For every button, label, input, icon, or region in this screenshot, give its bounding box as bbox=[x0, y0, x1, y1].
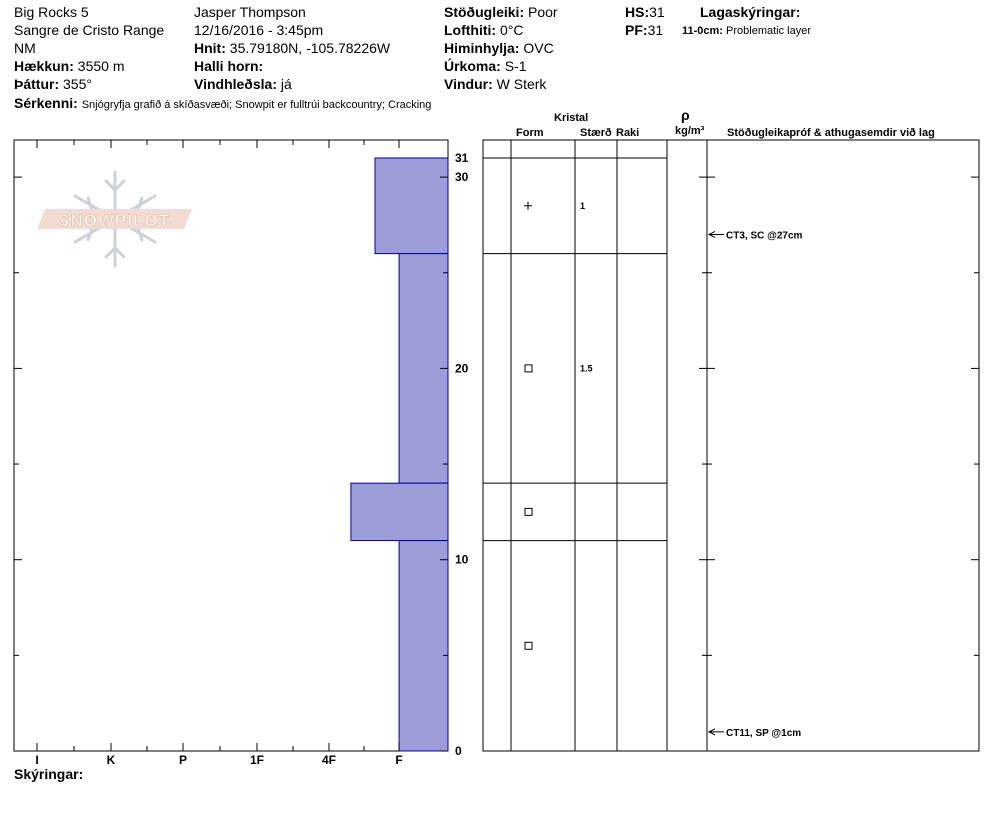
site-features: Sérkenni: Snjógryfja grafið á skíðasvæði… bbox=[14, 95, 431, 114]
form-header: Form bbox=[516, 127, 544, 139]
precip-value: S-1 bbox=[504, 58, 527, 74]
depth-tick-label: 10 bbox=[455, 553, 469, 567]
density-symbol: ρ bbox=[681, 107, 690, 123]
location-name: Big Rocks 5 bbox=[14, 4, 89, 20]
features-label: Sérkenni: bbox=[14, 95, 78, 111]
hardness-tick-label: P bbox=[179, 753, 187, 767]
precip-label: Úrkoma: bbox=[444, 58, 501, 74]
layer-bar bbox=[374, 157, 449, 255]
logo-text: SNOWPILOT bbox=[58, 211, 170, 230]
snowpilot-logo: SNOWPILOT bbox=[37, 170, 192, 268]
wind-loading: Vindhleðsla: já bbox=[194, 76, 292, 93]
sky-value: OVC bbox=[523, 40, 554, 56]
layer-notes-label: Lagaskýringar: bbox=[700, 4, 801, 20]
slope-label: Halli horn: bbox=[194, 58, 264, 74]
air-temperature: Lofthiti: 0°C bbox=[444, 22, 523, 39]
air-temp-label: Lofthiti: bbox=[444, 22, 497, 38]
depth-top-label: 31 bbox=[455, 151, 469, 165]
air-temp-value: 0°C bbox=[499, 22, 524, 38]
crystal-form-square-icon bbox=[524, 641, 533, 650]
depth-tick-label: 20 bbox=[455, 361, 469, 375]
coordinates: Hnit: 35.79180N, -105.78226W bbox=[194, 40, 390, 57]
wind-load-value: já bbox=[280, 76, 292, 92]
crystal-form-square-icon bbox=[524, 364, 533, 373]
range-name: Sangre de Cristo Range bbox=[14, 22, 165, 38]
layer-note: 11-0cm: Problematic layer bbox=[682, 23, 811, 40]
layer-note-range: 11-0cm: bbox=[682, 25, 723, 37]
observer-name: Jasper Thompson bbox=[194, 4, 306, 20]
state-name: NM bbox=[14, 40, 36, 56]
snow-height: HS:31 bbox=[625, 4, 665, 21]
hardness-tick-label: I bbox=[35, 753, 38, 767]
features-value: Snjógryfja grafið á skíðasvæði; Snowpit … bbox=[81, 99, 432, 111]
crystal-size: 1.5 bbox=[580, 363, 593, 373]
stability-test-label: CT11, SP @1cm bbox=[726, 728, 801, 739]
layer-table-frame bbox=[482, 139, 980, 752]
moisture-header: Raki bbox=[616, 127, 640, 139]
wind-label: Vindur: bbox=[444, 76, 493, 92]
layer-note-text: Problematic layer bbox=[726, 25, 812, 37]
layer-bar bbox=[398, 253, 449, 484]
sky-label: Himinhylja: bbox=[444, 40, 520, 56]
coords-value: 35.79180N, -105.78226W bbox=[229, 40, 391, 56]
stability-label: Stöðugleiki: bbox=[444, 4, 525, 20]
test-arrow-icon bbox=[707, 231, 716, 238]
elevation: Hækkun: 3550 m bbox=[14, 58, 125, 75]
layer-bar bbox=[398, 540, 449, 752]
hs-value: 31 bbox=[649, 4, 665, 20]
pf-value: 31 bbox=[647, 22, 664, 38]
size-header: Stærð bbox=[580, 127, 612, 139]
stability-value: Poor bbox=[528, 4, 558, 20]
hs-label: HS: bbox=[625, 4, 650, 20]
elevation-label: Hækkun: bbox=[14, 58, 74, 74]
precipitation: Úrkoma: S-1 bbox=[444, 58, 526, 75]
test-arrow-icon bbox=[707, 728, 716, 736]
coords-label: Hnit: bbox=[194, 40, 226, 56]
crystal-form-square-icon bbox=[524, 507, 533, 516]
sky-cover: Himinhylja: OVC bbox=[444, 40, 554, 57]
wind-value: W Sterk bbox=[496, 76, 547, 92]
aspect: Þáttur: 355° bbox=[14, 76, 92, 93]
foot-penetration: PF:31 bbox=[625, 22, 663, 39]
depth-tick-label: 30 bbox=[455, 170, 469, 184]
layer-bar bbox=[350, 482, 449, 542]
tests-header: Stöðugleikapróf & athugasemdir við lag bbox=[727, 127, 935, 139]
wind: Vindur: W Sterk bbox=[444, 76, 546, 93]
hardness-tick-label: F bbox=[395, 753, 402, 767]
hardness-tick-label: K bbox=[107, 753, 116, 767]
crystal-size: 1 bbox=[580, 201, 585, 211]
wind-load-label: Vindhleðsla: bbox=[194, 76, 277, 92]
elevation-value: 3550 m bbox=[77, 58, 125, 74]
depth-tick-label: 0 bbox=[455, 744, 462, 758]
notes-label: Skýringar: bbox=[14, 766, 84, 782]
stability: Stöðugleiki: Poor bbox=[444, 4, 558, 21]
slope-angle: Halli horn: bbox=[194, 58, 263, 75]
density-unit: kg/m³ bbox=[675, 125, 705, 137]
aspect-value: 355° bbox=[63, 76, 92, 92]
observation-datetime: 12/16/2016 - 3:45pm bbox=[194, 22, 324, 38]
stability-test-label: CT3, SC @27cm bbox=[726, 230, 803, 241]
pf-label: PF: bbox=[625, 22, 648, 38]
crystal-header: Kristal bbox=[554, 112, 589, 124]
hardness-tick-label: 4F bbox=[322, 753, 336, 767]
hardness-tick-label: 1F bbox=[250, 753, 264, 767]
aspect-label: Þáttur: bbox=[14, 76, 60, 92]
